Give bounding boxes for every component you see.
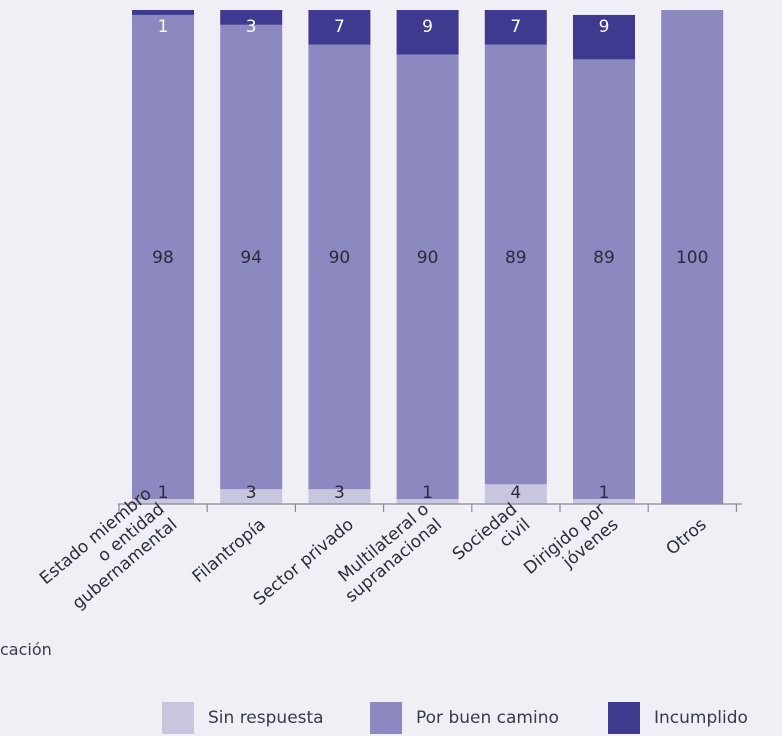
bar-por-buen-camino-filantropia: [220, 24, 283, 490]
data-label-incumplido-filantropia: 3: [246, 17, 257, 37]
bar-por-buen-camino-sociedad-civil: [484, 44, 547, 485]
data-label-incumplido-multilateral-o-supranacional: 9: [422, 17, 433, 37]
x-tick-label-line: Otros: [663, 515, 711, 560]
bar-incumplido-filantropia: [220, 10, 283, 25]
bar-incumplido-multilateral-o-supranacional: [396, 10, 459, 55]
bar-incumplido-estado-miembro-o-entidad-gubernamental: [132, 10, 194, 15]
data-label-incumplido-dirigido-por-jovenes: 9: [599, 17, 610, 37]
data-label-por-buen-camino-otros: 100: [676, 248, 708, 268]
bar-incumplido-sociedad-civil: [484, 10, 547, 45]
bar-sin-respuesta-sector-privado: [308, 489, 371, 504]
x-tick-label-filantropia: Filantropía: [189, 515, 270, 587]
data-label-por-buen-camino-filantropia: 94: [240, 248, 262, 268]
data-label-por-buen-camino-estado-miembro-o-entidad-gubernamental: 98: [152, 248, 174, 268]
legend-swatch-por-buen-camino: [370, 702, 402, 734]
bar-por-buen-camino-estado-miembro-o-entidad-gubernamental: [132, 14, 194, 500]
data-label-por-buen-camino-multilateral-o-supranacional: 90: [417, 248, 439, 268]
legend-item-sin-respuesta: Sin respuesta: [162, 702, 324, 734]
legend-item-por-buen-camino: Por buen camino: [370, 702, 559, 734]
bar-sin-respuesta-filantropia: [220, 489, 283, 504]
bar-sin-respuesta-multilateral-o-supranacional: [396, 499, 459, 504]
legend: Sin respuesta Por buen camino Incumplido: [0, 702, 782, 736]
bar-sin-respuesta-estado-miembro-o-entidad-gubernamental: [132, 499, 194, 504]
data-label-sin-respuesta-multilateral-o-supranacional: 1: [422, 483, 433, 503]
data-label-por-buen-camino-sector-privado: 90: [329, 248, 351, 268]
data-label-sin-respuesta-sector-privado: 3: [334, 483, 345, 503]
bar-incumplido-dirigido-por-jovenes: [573, 14, 635, 60]
legend-label-sin-respuesta: Sin respuesta: [208, 708, 324, 728]
data-label-incumplido-estado-miembro-o-entidad-gubernamental: 1: [158, 17, 169, 37]
data-label-por-buen-camino-sociedad-civil: 89: [505, 248, 527, 268]
legend-label-incumplido: Incumplido: [654, 708, 748, 728]
data-label-sin-respuesta-estado-miembro-o-entidad-gubernamental: 1: [158, 483, 169, 503]
legend-swatch-sin-respuesta: [162, 702, 194, 734]
bar-sin-respuesta-sociedad-civil: [484, 484, 547, 504]
x-tick-label-otros: Otros: [663, 515, 711, 560]
bar-por-buen-camino-dirigido-por-jovenes: [573, 59, 635, 500]
legend-label-por-buen-camino: Por buen camino: [416, 708, 559, 728]
bar-por-buen-camino-otros: [661, 10, 724, 504]
data-label-por-buen-camino-dirigido-por-jovenes: 89: [593, 248, 615, 268]
bars: [132, 10, 724, 504]
bar-por-buen-camino-multilateral-o-supranacional: [396, 54, 459, 500]
bar-sin-respuesta-dirigido-por-jovenes: [573, 499, 635, 504]
bar-incumplido-sector-privado: [308, 10, 371, 45]
x-tick-label-line: Filantropía: [189, 515, 270, 587]
legend-item-incumplido: Incumplido: [608, 702, 748, 734]
bar-por-buen-camino-sector-privado: [308, 44, 371, 490]
data-label-incumplido-sector-privado: 7: [334, 17, 345, 37]
data-label-incumplido-sociedad-civil: 7: [510, 17, 521, 37]
axis-caption: cación: [0, 640, 52, 659]
data-label-sin-respuesta-dirigido-por-jovenes: 1: [599, 483, 610, 503]
data-label-sin-respuesta-sociedad-civil: 4: [510, 483, 521, 503]
legend-swatch-incumplido: [608, 702, 640, 734]
data-label-sin-respuesta-filantropia: 3: [246, 483, 257, 503]
